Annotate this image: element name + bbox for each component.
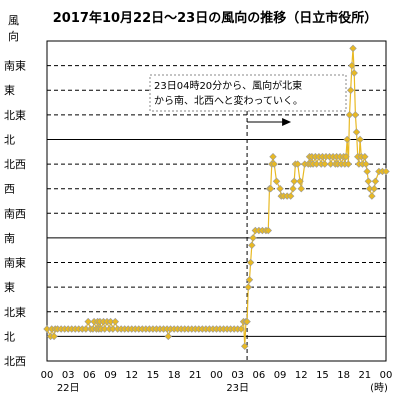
data-point	[50, 332, 58, 341]
x-tick-label: 00	[380, 370, 393, 381]
data-point	[351, 111, 360, 119]
y-tick-label: 北西	[4, 355, 26, 368]
x-tick-label: 18	[337, 370, 350, 381]
data-point	[350, 69, 358, 77]
x-tick-label: 03	[62, 370, 75, 381]
x-tick-label: 12	[295, 370, 308, 381]
data-point	[346, 86, 355, 94]
y-tick-label: 北西	[4, 158, 26, 171]
x-day-label: 23日	[226, 383, 249, 394]
data-point	[289, 184, 297, 193]
y-tick-label: 西	[4, 183, 15, 196]
data-point	[352, 128, 361, 136]
data-point	[164, 332, 172, 341]
x-tick-label: 12	[125, 370, 138, 381]
x-day-label: 22日	[57, 383, 80, 394]
data-point	[248, 241, 256, 250]
data-point	[272, 177, 281, 186]
data-point	[264, 226, 272, 235]
y-tick-label: 南	[4, 232, 15, 245]
y-tick-label: 東	[4, 281, 15, 294]
data-point	[371, 177, 380, 186]
data-point	[290, 177, 298, 186]
data-point	[237, 325, 245, 333]
x-tick-label: 15	[147, 370, 160, 381]
x-tick-label: 00	[210, 370, 223, 381]
data-point	[321, 160, 329, 168]
y-tick-label: 北東	[4, 306, 26, 319]
y-tick-label: 東	[4, 84, 15, 97]
x-tick-label: 15	[316, 370, 329, 381]
data-point	[246, 258, 255, 267]
y-axis-label-char: 風	[8, 14, 19, 27]
x-tick-label: 00	[41, 370, 54, 381]
data-point	[245, 276, 254, 284]
y-tick-label: 南東	[4, 60, 26, 73]
data-point	[111, 317, 120, 326]
x-axis-unit: (時)	[370, 382, 388, 394]
data-point	[243, 317, 251, 326]
x-tick-label: 06	[83, 370, 96, 381]
data-point	[293, 160, 302, 168]
data-point	[368, 192, 376, 200]
data-point	[342, 152, 350, 161]
annotation-box	[149, 74, 347, 112]
annotation-line-2: から南、北西へと変わっていく。	[154, 94, 303, 107]
plot-area	[46, 40, 387, 362]
data-point	[364, 177, 373, 186]
x-tick-label: 09	[274, 370, 287, 381]
y-tick-label: 北	[4, 133, 15, 146]
data-point	[363, 167, 371, 176]
y-axis-label: 風向	[8, 14, 19, 43]
x-tick-label: 21	[358, 370, 371, 381]
y-tick-label: 南西	[4, 207, 26, 220]
data-point	[241, 342, 249, 350]
data-point	[349, 44, 357, 53]
x-tick-label: 03	[231, 370, 244, 381]
data-point	[343, 135, 351, 144]
data-point	[249, 234, 257, 242]
data-point	[244, 283, 253, 291]
data-point	[297, 184, 305, 193]
data-point	[286, 192, 295, 200]
annotation-line-1: 23日04時20分から、風向が北東	[154, 79, 302, 92]
y-axis-label-char: 向	[8, 29, 19, 43]
x-tick-label: 09	[104, 370, 117, 381]
x-tick-label: 21	[189, 370, 202, 381]
data-point	[345, 111, 354, 119]
data-point	[269, 152, 277, 161]
grid-lines	[47, 65, 386, 362]
x-tick-label: 06	[253, 370, 266, 381]
data-point	[370, 184, 378, 193]
data-point	[270, 160, 278, 168]
data-point	[84, 317, 92, 326]
annotation-arrowhead	[282, 118, 292, 126]
y-tick-label: 北東	[4, 109, 26, 122]
x-tick-label: 18	[168, 370, 181, 381]
data-point	[266, 184, 275, 193]
data-point	[382, 167, 390, 176]
data-point	[348, 61, 356, 70]
data-point	[356, 135, 364, 144]
y-tick-label: 南東	[4, 257, 26, 270]
y-tick-label: 北	[4, 330, 15, 343]
data-point	[344, 160, 353, 168]
annotation: 23日04時20分から、風向が北東 から南、北西へと変わっていく。	[149, 74, 347, 361]
data-point	[361, 152, 369, 161]
data-point	[296, 177, 304, 186]
chart-title: 2017年10月22日～23日の風向の推移（日立市役所）	[53, 10, 377, 26]
wind-series	[43, 44, 390, 350]
data-point	[276, 184, 284, 193]
data-point	[362, 160, 370, 168]
